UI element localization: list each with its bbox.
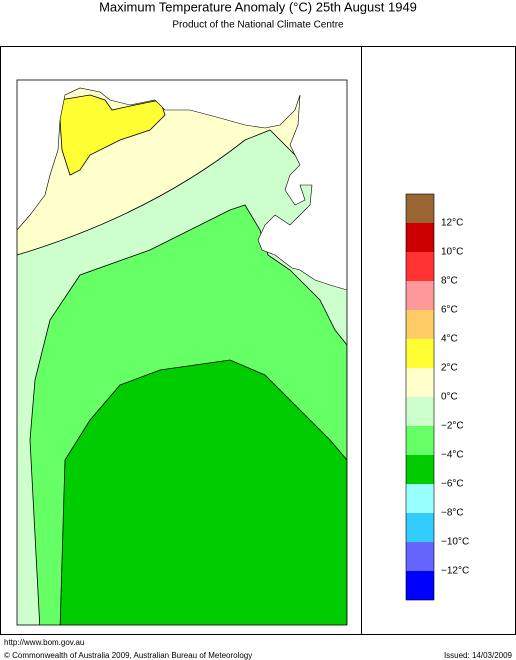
- legend-frame: [361, 46, 516, 635]
- legend-swatch: [406, 426, 434, 455]
- legend-swatch: [406, 252, 434, 281]
- footer-url: http://www.bom.gov.au: [4, 638, 84, 647]
- legend-swatch: [406, 513, 434, 542]
- legend-swatch: [406, 194, 434, 223]
- legend-label: 10°C: [441, 247, 463, 258]
- legend-label: −4°C: [441, 450, 464, 461]
- legend-swatch: [406, 455, 434, 484]
- legend-label: 8°C: [441, 276, 458, 287]
- legend-border: [405, 193, 435, 601]
- legend-label: −2°C: [441, 421, 464, 432]
- legend-label: −6°C: [441, 479, 464, 490]
- legend-label: 6°C: [441, 305, 458, 316]
- zone: [59, 94, 166, 176]
- footer-issued: Issued: 14/03/2009: [444, 651, 513, 660]
- legend-swatch: [406, 281, 434, 310]
- legend-swatch: [406, 542, 434, 571]
- legend-label: −10°C: [441, 537, 469, 548]
- legend-label: 2°C: [441, 363, 458, 374]
- legend-label: 4°C: [441, 334, 458, 345]
- footer-copyright: © Commonwealth of Australia 2009, Austra…: [4, 651, 252, 660]
- map-border: [16, 79, 348, 626]
- legend-swatch: [406, 397, 434, 426]
- legend-swatch: [406, 368, 434, 397]
- legend-swatch: [406, 223, 434, 252]
- title: Maximum Temperature Anomaly (°C) 25th Au…: [99, 0, 417, 14]
- legend-label: 0°C: [441, 392, 458, 403]
- legend-label: −8°C: [441, 508, 464, 519]
- legend-swatch: [406, 339, 434, 368]
- map: [17, 88, 347, 625]
- legend-label: −12°C: [441, 566, 469, 577]
- zone: [59, 359, 347, 625]
- legend-label: 12°C: [441, 218, 463, 229]
- legend-swatch: [406, 310, 434, 339]
- legend-swatch: [406, 571, 434, 600]
- subtitle: Product of the National Climate Centre: [172, 20, 344, 31]
- coastline: [16, 87, 348, 291]
- legend-swatch: [406, 484, 434, 513]
